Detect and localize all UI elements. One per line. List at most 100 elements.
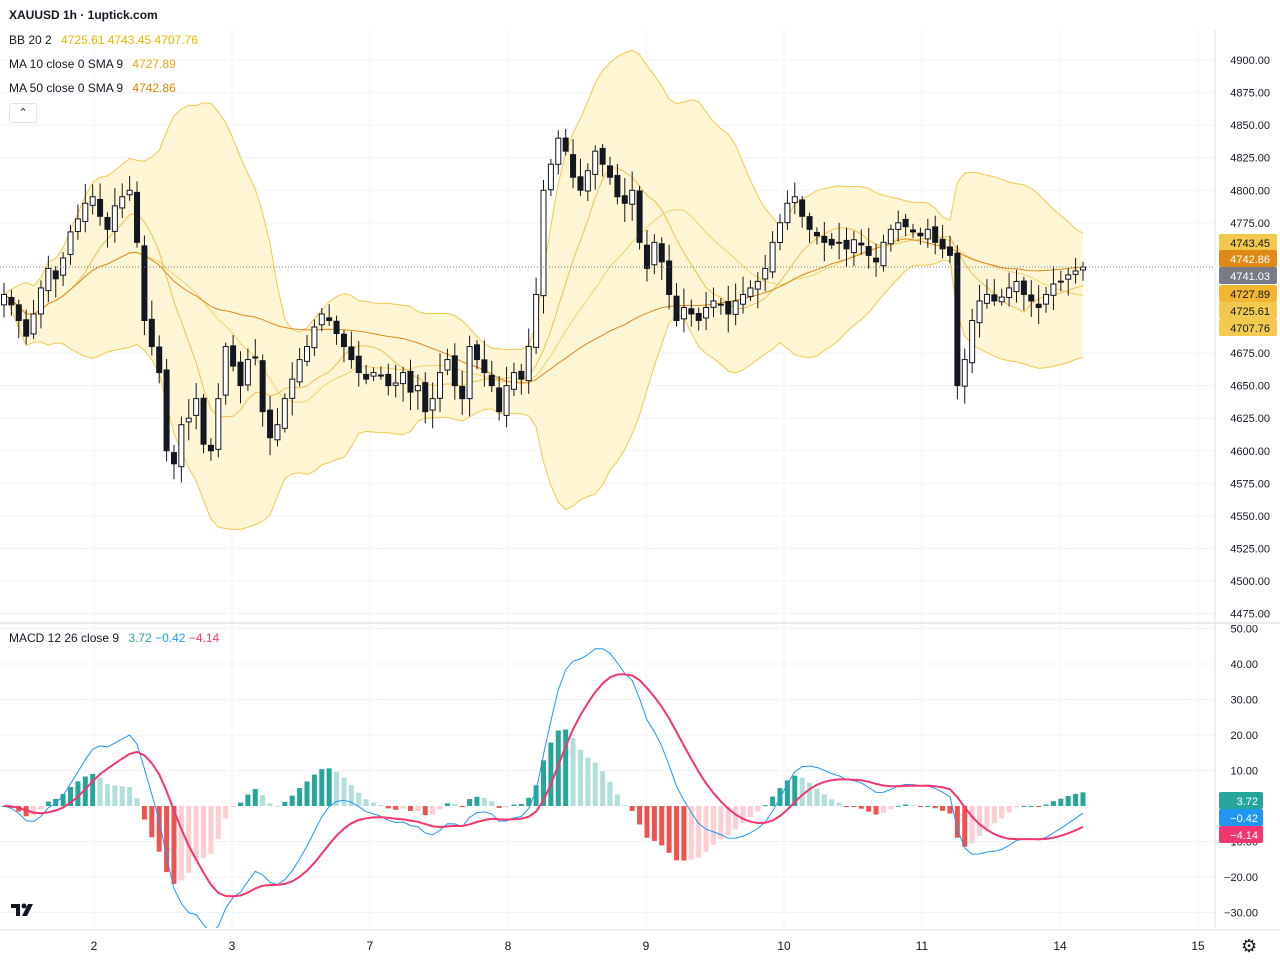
macd-hist-bar [237,802,243,806]
candle-body [170,452,177,465]
legend-ma10: MA 10 close 0 SMA 9 4727.89 [9,57,176,71]
candle-body [946,246,953,256]
macd-hist-bar [385,806,391,809]
macd-hist-bar [925,805,931,807]
macd-hist-bar [1006,806,1012,813]
macd-hist-bar [430,806,436,815]
candle-body [991,294,998,302]
price-tick-label: 4825.00 [1230,153,1270,165]
macd-hist-bar [319,769,325,806]
macd-hist-bar [348,784,354,806]
macd-hist-bar [415,806,421,811]
candle-body [141,245,148,321]
macd-hist-bar [674,806,680,861]
candle-body [1043,293,1050,305]
tradingview-logo-icon[interactable] [9,900,39,922]
candle-body [45,267,52,292]
candle-body [776,222,783,243]
candle-body [15,304,22,322]
macd-hist-bar [252,789,258,806]
candle-body [1035,303,1042,308]
macd-hist-bar [326,768,332,806]
macd-hist-bar [755,806,761,812]
candle-body [577,176,584,191]
candle-body [237,361,244,387]
macd-hist-bar [304,781,310,806]
macd-hist-bar [836,802,842,806]
candle-body [688,308,695,315]
collapse-legend-button[interactable]: ⌃ [9,103,37,123]
macd-hist-bar [880,806,886,813]
ma10-line [3,166,1084,418]
macd-hist-bar [644,806,650,838]
macd-hist-bar [844,806,850,807]
macd-hist-bar [799,777,805,806]
candle-body [799,199,806,217]
legend-ma50-label: MA 50 close 0 SMA 9 [9,81,124,95]
macd-hist-bar [932,806,938,809]
macd-hist-bar [245,794,251,806]
macd-hist-bar [452,804,458,806]
macd-hist-bar [1073,793,1079,806]
legend-bb-value-3: 4707.76 [154,33,198,47]
price-tick-label: 4800.00 [1230,185,1270,197]
macd-hist-bar [607,781,613,806]
candle-body [710,300,717,308]
macd-hist-bar [991,806,997,824]
price-tick-label: 4550.00 [1230,511,1270,523]
legend-macd-line: −0.42 [155,631,186,645]
candle-body [178,424,185,468]
candle-body [311,326,318,349]
candle-body [481,359,488,374]
price-label-box [1219,250,1277,267]
candle-body [97,198,104,217]
macd-hist-bar [851,806,857,808]
legend-ma50: MA 50 close 0 SMA 9 4742.86 [9,81,176,95]
candle-body [185,417,192,423]
macd-hist-bar [947,806,953,814]
candle-body [385,373,392,387]
candle-body [437,372,444,399]
macd-hist-bar [770,796,776,806]
gear-icon[interactable]: ⚙ [1241,936,1258,956]
candle-body [503,385,510,416]
candle-body [651,241,658,266]
candle-body [666,260,673,295]
macd-hist-bar [733,806,739,830]
candle-body [215,398,222,450]
price-label: 4741.03 [1230,271,1270,283]
macd-hist-bar [821,794,827,806]
macd-hist-bar [104,784,110,806]
legend-bb: BB 20 2 4725.61 4743.45 4707.76 [9,33,198,47]
macd-hist-bar [888,806,894,810]
macd-hist-bar [45,801,51,806]
candle-body [74,218,81,233]
candle-body [924,228,931,240]
time-tick-label: 15 [1191,939,1205,953]
legend-ma10-label: MA 10 close 0 SMA 9 [9,57,124,71]
candle-body [304,346,311,362]
macd-hist-bar [260,795,266,806]
candle-body [998,296,1005,303]
candle-body [466,346,473,400]
candle-body [89,196,96,206]
macd-hist-bar [1013,806,1019,808]
macd-value-label: 3.72 [1237,796,1258,808]
macd-hist-bar [311,774,317,806]
macd-value-box [1219,826,1263,843]
macd-tick-label: −30.00 [1224,908,1258,920]
macd-hist-bar [481,797,487,806]
macd-hist-bar [53,798,59,806]
macd-hist-bar [444,803,450,806]
legend-bb-value-1: 4725.61 [61,33,105,47]
candle-body [104,216,111,230]
legend-macd-hist: 3.72 [128,631,152,645]
macd-hist-bar [334,771,340,806]
candle-body [326,317,333,322]
macd-hist-bar [1080,792,1086,806]
macd-tick-label: 40.00 [1230,659,1258,671]
time-tick-label: 8 [505,939,512,953]
candle-body [37,287,44,315]
candle-body [414,385,421,392]
